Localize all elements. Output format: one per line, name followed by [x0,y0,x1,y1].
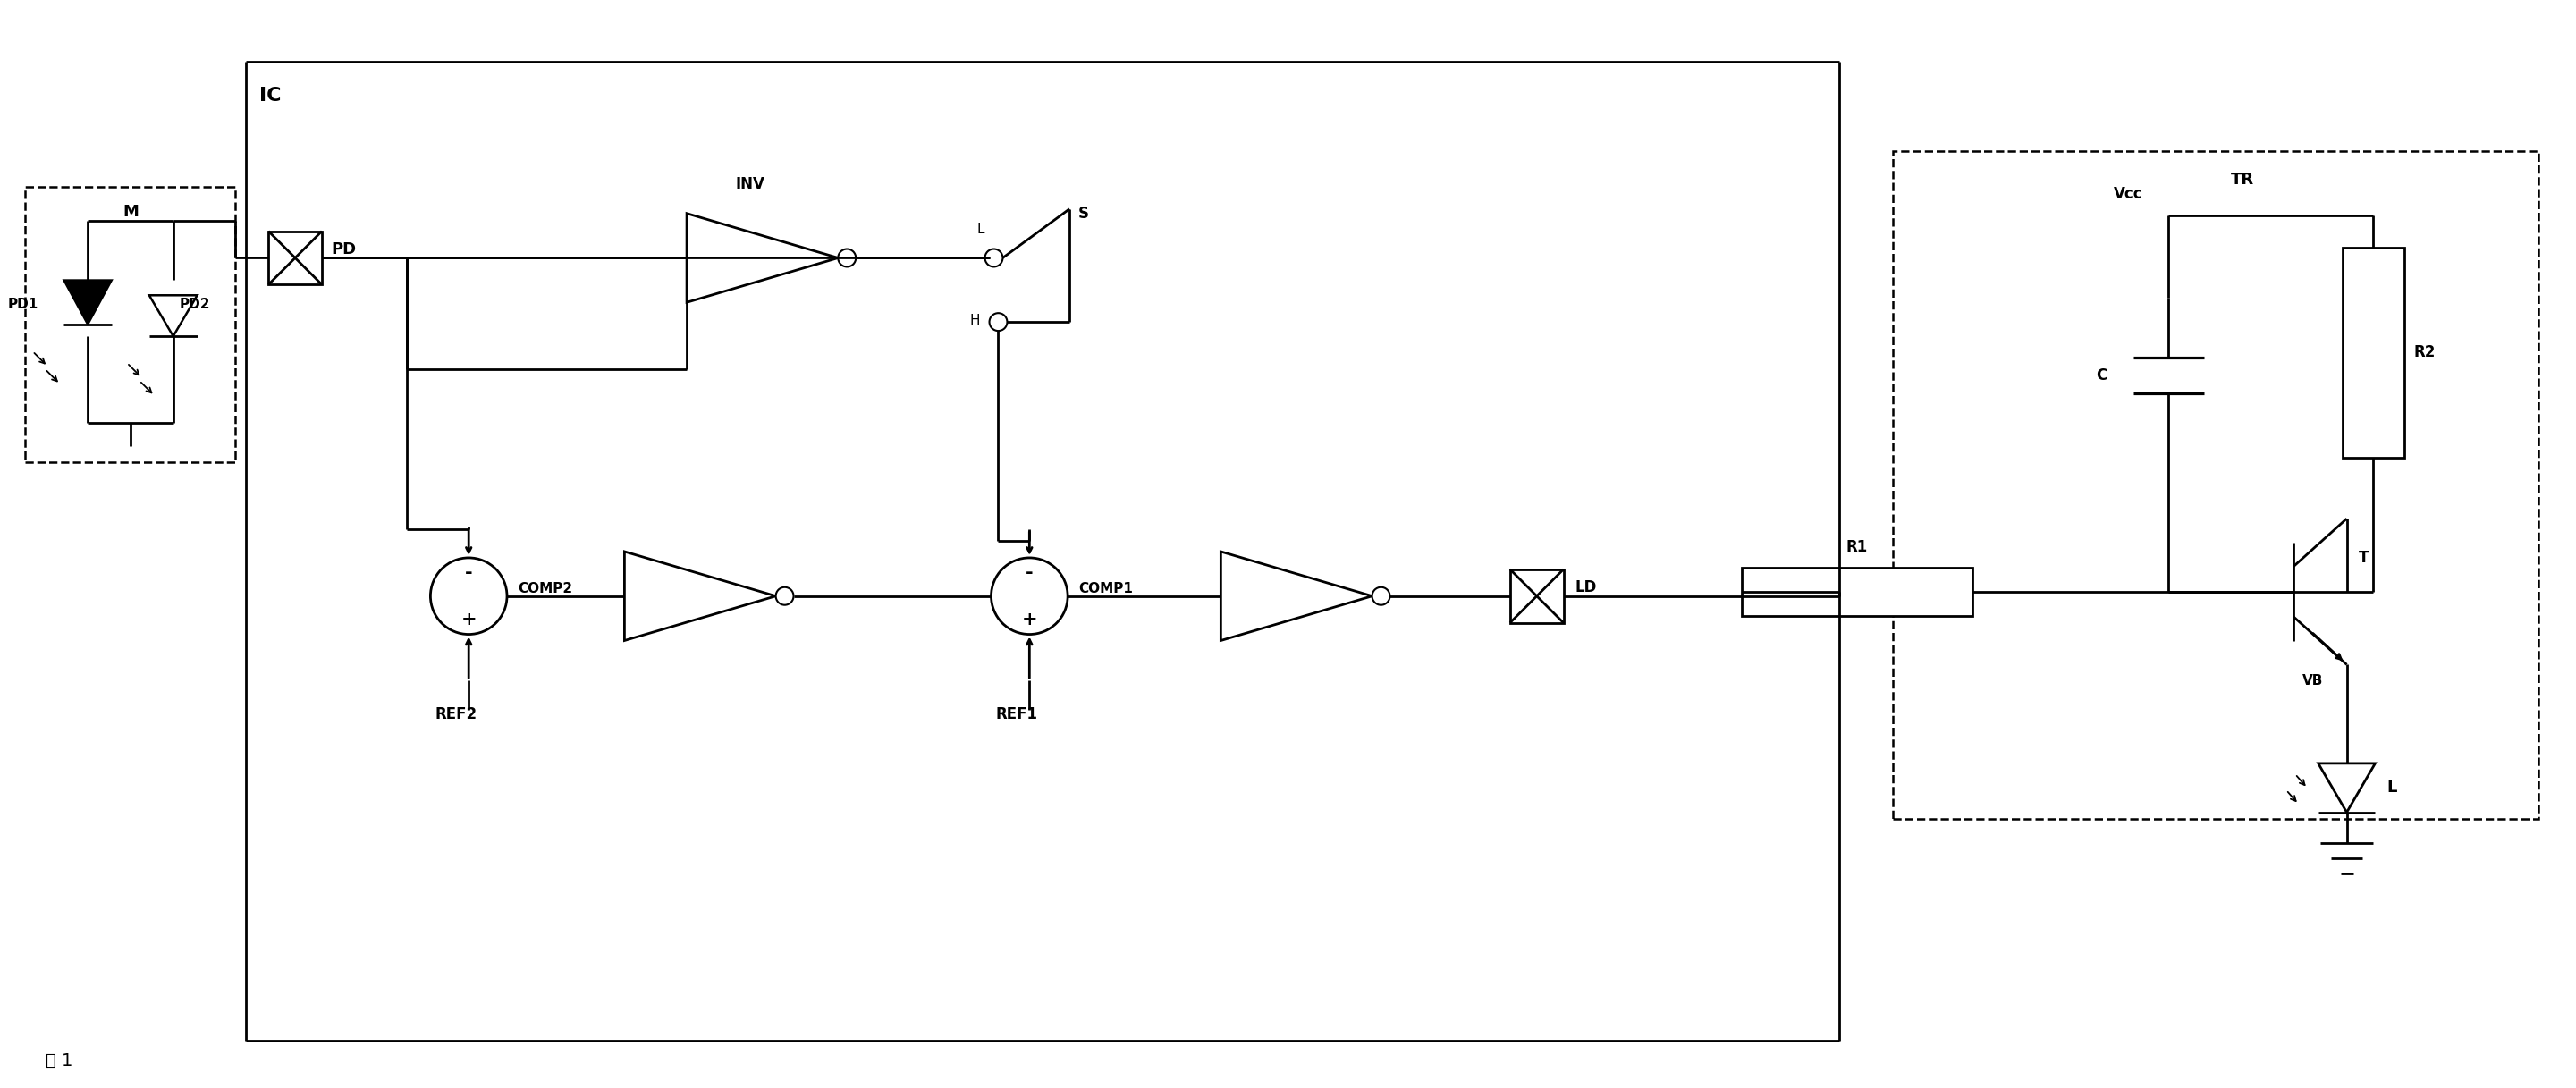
Text: PD2: PD2 [180,297,211,311]
Circle shape [989,313,1007,331]
Circle shape [984,249,1002,267]
Text: 图 1: 图 1 [46,1052,72,1070]
Circle shape [837,249,855,267]
Text: T: T [2357,549,2367,566]
Bar [26,187,234,462]
Text: IC: IC [260,87,281,104]
Circle shape [430,558,507,634]
Bar [2342,247,2403,458]
Bar [268,231,322,285]
Text: +: + [1023,610,1038,628]
Text: PD1: PD1 [8,297,39,311]
Text: REF2: REF2 [435,706,477,722]
Text: R2: R2 [2414,345,2434,361]
Text: H: H [969,313,979,326]
Text: R1: R1 [1847,539,1868,555]
Text: VB: VB [2303,673,2324,688]
Bar [1741,568,1973,616]
Polygon shape [64,280,111,324]
Text: REF1: REF1 [994,706,1038,722]
Circle shape [1373,588,1391,605]
Text: L: L [2388,779,2396,795]
Text: S: S [1079,206,1090,222]
Text: LD: LD [1574,579,1597,595]
Text: -: - [464,564,471,582]
Text: TR: TR [2231,172,2254,187]
Text: +: + [461,610,477,628]
Text: INV: INV [737,176,765,193]
Text: M: M [124,203,139,220]
Polygon shape [149,295,198,336]
Text: -: - [1025,564,1033,582]
Text: COMP1: COMP1 [1079,582,1133,595]
Text: L: L [976,223,984,236]
Text: C: C [2097,368,2107,383]
Bar [1510,569,1564,622]
Circle shape [775,588,793,605]
Text: COMP2: COMP2 [518,582,572,595]
Bar [1893,151,2537,818]
Text: Vcc: Vcc [2112,186,2143,202]
Text: PD: PD [330,240,355,257]
Circle shape [992,558,1066,634]
